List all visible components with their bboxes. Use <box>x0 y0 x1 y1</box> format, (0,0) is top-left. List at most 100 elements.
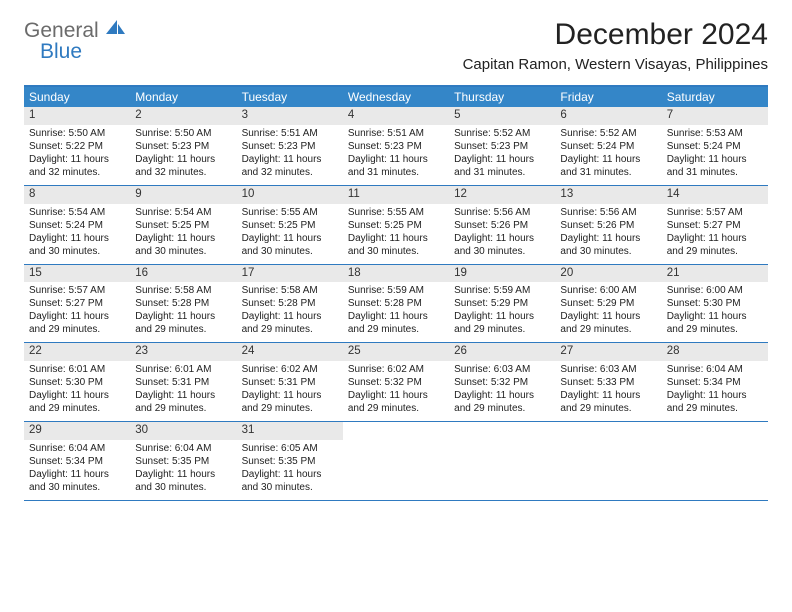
day-cell: 18Sunrise: 5:59 AMSunset: 5:28 PMDayligh… <box>343 265 449 343</box>
sunrise-text: Sunrise: 5:54 AM <box>135 206 231 219</box>
day-number: 26 <box>449 343 555 361</box>
day-number: 12 <box>449 186 555 204</box>
sunset-text: Sunset: 5:26 PM <box>454 219 550 232</box>
sunset-text: Sunset: 5:31 PM <box>242 376 338 389</box>
daylight-text: Daylight: 11 hours and 29 minutes. <box>454 310 550 336</box>
day-cell: . <box>449 422 555 500</box>
logo-word-general: General <box>24 19 99 43</box>
day-body: Sunrise: 5:52 AMSunset: 5:23 PMDaylight:… <box>449 125 555 185</box>
day-number: 1 <box>24 107 130 125</box>
day-body: Sunrise: 6:00 AMSunset: 5:29 PMDaylight:… <box>555 282 661 342</box>
day-cell: 25Sunrise: 6:02 AMSunset: 5:32 PMDayligh… <box>343 343 449 421</box>
sunset-text: Sunset: 5:28 PM <box>135 297 231 310</box>
daylight-text: Daylight: 11 hours and 29 minutes. <box>667 310 763 336</box>
sunset-text: Sunset: 5:33 PM <box>560 376 656 389</box>
day-cell: 17Sunrise: 5:58 AMSunset: 5:28 PMDayligh… <box>237 265 343 343</box>
sunset-text: Sunset: 5:23 PM <box>454 140 550 153</box>
day-body: Sunrise: 5:55 AMSunset: 5:25 PMDaylight:… <box>343 204 449 264</box>
day-cell: 22Sunrise: 6:01 AMSunset: 5:30 PMDayligh… <box>24 343 130 421</box>
day-body: Sunrise: 6:04 AMSunset: 5:34 PMDaylight:… <box>24 440 130 500</box>
sunrise-text: Sunrise: 5:56 AM <box>560 206 656 219</box>
daylight-text: Daylight: 11 hours and 29 minutes. <box>454 389 550 415</box>
day-body: Sunrise: 6:03 AMSunset: 5:32 PMDaylight:… <box>449 361 555 421</box>
daylight-text: Daylight: 11 hours and 29 minutes. <box>135 310 231 336</box>
day-number: 4 <box>343 107 449 125</box>
day-cell: 9Sunrise: 5:54 AMSunset: 5:25 PMDaylight… <box>130 186 236 264</box>
sunrise-text: Sunrise: 6:02 AM <box>348 363 444 376</box>
day-body: Sunrise: 5:53 AMSunset: 5:24 PMDaylight:… <box>662 125 768 185</box>
week-row: 29Sunrise: 6:04 AMSunset: 5:34 PMDayligh… <box>24 422 768 501</box>
day-number: 15 <box>24 265 130 283</box>
daylight-text: Daylight: 11 hours and 29 minutes. <box>348 389 444 415</box>
day-body: Sunrise: 5:56 AMSunset: 5:26 PMDaylight:… <box>555 204 661 264</box>
day-body: Sunrise: 5:56 AMSunset: 5:26 PMDaylight:… <box>449 204 555 264</box>
daylight-text: Daylight: 11 hours and 29 minutes. <box>29 310 125 336</box>
day-number: 9 <box>130 186 236 204</box>
daylight-text: Daylight: 11 hours and 29 minutes. <box>348 310 444 336</box>
week-row: 1Sunrise: 5:50 AMSunset: 5:22 PMDaylight… <box>24 107 768 186</box>
day-body: Sunrise: 6:05 AMSunset: 5:35 PMDaylight:… <box>237 440 343 500</box>
day-cell: 12Sunrise: 5:56 AMSunset: 5:26 PMDayligh… <box>449 186 555 264</box>
daylight-text: Daylight: 11 hours and 32 minutes. <box>242 153 338 179</box>
day-number: 19 <box>449 265 555 283</box>
day-cell: 7Sunrise: 5:53 AMSunset: 5:24 PMDaylight… <box>662 107 768 185</box>
day-cell: . <box>555 422 661 500</box>
day-cell: . <box>343 422 449 500</box>
sunset-text: Sunset: 5:34 PM <box>667 376 763 389</box>
day-number: 16 <box>130 265 236 283</box>
logo-word-blue: Blue <box>40 40 82 64</box>
sunrise-text: Sunrise: 5:58 AM <box>242 284 338 297</box>
day-cell: 31Sunrise: 6:05 AMSunset: 5:35 PMDayligh… <box>237 422 343 500</box>
day-cell: 8Sunrise: 5:54 AMSunset: 5:24 PMDaylight… <box>24 186 130 264</box>
day-cell: 21Sunrise: 6:00 AMSunset: 5:30 PMDayligh… <box>662 265 768 343</box>
daylight-text: Daylight: 11 hours and 29 minutes. <box>667 389 763 415</box>
day-number: 11 <box>343 186 449 204</box>
sunset-text: Sunset: 5:24 PM <box>560 140 656 153</box>
sunrise-text: Sunrise: 5:59 AM <box>348 284 444 297</box>
day-cell: 3 Sunrise: 5:51 AMSunset: 5:23 PMDaylight… <box>237 107 343 185</box>
day-body: Sunrise: 5:59 AMSunset: 5:28 PMDaylight:… <box>343 282 449 342</box>
sunset-text: Sunset: 5:27 PM <box>667 219 763 232</box>
day-number: 3 <box>237 107 343 125</box>
sunset-text: Sunset: 5:29 PM <box>454 297 550 310</box>
day-body: Sunrise: 5:50 AMSunset: 5:22 PMDaylight:… <box>24 125 130 185</box>
weekday-header: Tuesday <box>237 87 343 107</box>
sunset-text: Sunset: 5:28 PM <box>348 297 444 310</box>
day-body: Sunrise: 6:01 AMSunset: 5:30 PMDaylight:… <box>24 361 130 421</box>
day-number: 2 <box>130 107 236 125</box>
day-body: Sunrise: 5:51 AMSunset: 5:23 PMDaylight:… <box>343 125 449 185</box>
day-cell: 28Sunrise: 6:04 AMSunset: 5:34 PMDayligh… <box>662 343 768 421</box>
day-body: Sunrise: 5:54 AMSunset: 5:25 PMDaylight:… <box>130 204 236 264</box>
day-number: 30 <box>130 422 236 440</box>
day-cell: 29Sunrise: 6:04 AMSunset: 5:34 PMDayligh… <box>24 422 130 500</box>
daylight-text: Daylight: 11 hours and 32 minutes. <box>29 153 125 179</box>
day-body: Sunrise: 6:03 AMSunset: 5:33 PMDaylight:… <box>555 361 661 421</box>
day-body: Sunrise: 5:57 AMSunset: 5:27 PMDaylight:… <box>24 282 130 342</box>
day-body: Sunrise: 5:57 AMSunset: 5:27 PMDaylight:… <box>662 204 768 264</box>
day-cell: 13Sunrise: 5:56 AMSunset: 5:26 PMDayligh… <box>555 186 661 264</box>
sunrise-text: Sunrise: 5:52 AM <box>454 127 550 140</box>
day-number: 21 <box>662 265 768 283</box>
daylight-text: Daylight: 11 hours and 29 minutes. <box>242 310 338 336</box>
sunset-text: Sunset: 5:35 PM <box>135 455 231 468</box>
daylight-text: Daylight: 11 hours and 31 minutes. <box>454 153 550 179</box>
day-number: 22 <box>24 343 130 361</box>
weekday-header-row: SundayMondayTuesdayWednesdayThursdayFrid… <box>24 87 768 107</box>
logo-sail-icon <box>103 18 127 43</box>
daylight-text: Daylight: 11 hours and 29 minutes. <box>135 389 231 415</box>
sunset-text: Sunset: 5:30 PM <box>29 376 125 389</box>
daylight-text: Daylight: 11 hours and 31 minutes. <box>667 153 763 179</box>
sunrise-text: Sunrise: 5:55 AM <box>348 206 444 219</box>
header: General Blue December 2024 Capitan Ramon… <box>0 0 792 77</box>
day-cell: 19Sunrise: 5:59 AMSunset: 5:29 PMDayligh… <box>449 265 555 343</box>
sunset-text: Sunset: 5:30 PM <box>667 297 763 310</box>
sunrise-text: Sunrise: 5:51 AM <box>242 127 338 140</box>
day-number: 25 <box>343 343 449 361</box>
week-row: 22Sunrise: 6:01 AMSunset: 5:30 PMDayligh… <box>24 343 768 422</box>
day-body: Sunrise: 6:00 AMSunset: 5:30 PMDaylight:… <box>662 282 768 342</box>
location-subtitle: Capitan Ramon, Western Visayas, Philippi… <box>463 56 768 73</box>
sunrise-text: Sunrise: 5:57 AM <box>29 284 125 297</box>
sunset-text: Sunset: 5:22 PM <box>29 140 125 153</box>
sunset-text: Sunset: 5:23 PM <box>242 140 338 153</box>
day-body: Sunrise: 5:55 AMSunset: 5:25 PMDaylight:… <box>237 204 343 264</box>
